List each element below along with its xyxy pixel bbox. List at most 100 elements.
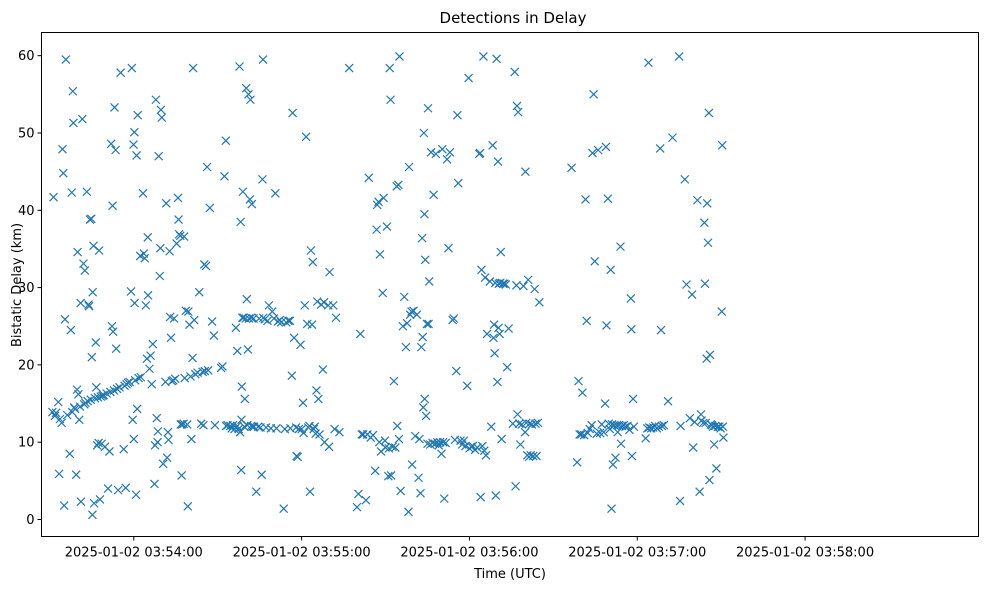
x-tick-label: 2025-01-02 03:56:00 xyxy=(400,546,538,561)
data-point xyxy=(153,426,163,436)
data-point xyxy=(108,201,117,211)
data-point xyxy=(188,353,197,363)
data-point xyxy=(504,324,514,333)
y-tick-label: 60 xyxy=(18,49,35,64)
data-point xyxy=(606,265,616,275)
data-point xyxy=(578,388,587,398)
data-point xyxy=(581,195,590,204)
data-point xyxy=(105,447,114,456)
data-point xyxy=(115,382,124,392)
data-point xyxy=(374,197,383,207)
data-point xyxy=(602,321,611,330)
data-point xyxy=(441,438,451,448)
data-point xyxy=(492,377,502,387)
data-point xyxy=(416,488,425,498)
data-point xyxy=(420,255,430,265)
data-point xyxy=(386,471,396,480)
data-point xyxy=(383,471,393,481)
data-point xyxy=(364,173,374,183)
data-point xyxy=(674,52,684,61)
data-point xyxy=(166,333,176,343)
data-point xyxy=(113,485,123,495)
y-tick-label: 10 xyxy=(18,436,35,451)
data-point xyxy=(353,489,363,499)
data-point xyxy=(126,287,136,296)
plot-area xyxy=(41,32,979,537)
data-point xyxy=(659,420,669,430)
data-point xyxy=(279,504,289,514)
data-point xyxy=(386,95,395,105)
data-point xyxy=(437,144,447,154)
data-point xyxy=(695,487,705,497)
data-point xyxy=(186,434,196,444)
data-point xyxy=(76,497,86,507)
data-point xyxy=(486,422,496,432)
data-point xyxy=(300,300,310,310)
x-tick-label: 2025-01-02 03:57:00 xyxy=(568,546,706,561)
data-point xyxy=(701,418,711,428)
data-point xyxy=(608,460,618,470)
data-point xyxy=(298,398,308,408)
data-point xyxy=(663,396,673,406)
data-point xyxy=(143,232,153,242)
data-point xyxy=(361,495,371,505)
data-point xyxy=(145,364,154,374)
data-point xyxy=(132,150,142,160)
data-point xyxy=(285,316,295,326)
data-point xyxy=(489,320,499,330)
data-point xyxy=(705,350,715,360)
data-point xyxy=(472,443,482,453)
data-point xyxy=(65,449,75,459)
data-point xyxy=(67,188,77,197)
data-point xyxy=(231,323,241,333)
data-point xyxy=(246,313,256,323)
data-point xyxy=(61,55,71,64)
data-point xyxy=(394,434,404,444)
data-point xyxy=(587,420,597,430)
data-point xyxy=(493,157,503,167)
data-point xyxy=(451,366,461,376)
data-point xyxy=(108,327,118,337)
data-point xyxy=(68,118,78,128)
data-point xyxy=(533,418,543,428)
data-point xyxy=(57,418,67,428)
data-point xyxy=(498,279,508,289)
data-point xyxy=(155,243,165,253)
data-point xyxy=(75,402,85,412)
data-point xyxy=(241,83,251,93)
data-point xyxy=(328,300,338,310)
data-point xyxy=(370,466,380,476)
data-point xyxy=(528,451,538,461)
data-point xyxy=(600,399,610,408)
data-point xyxy=(183,307,193,316)
data-point xyxy=(444,243,453,253)
data-point xyxy=(272,423,281,433)
x-tick-label: 2025-01-02 03:54:00 xyxy=(65,546,203,561)
data-point xyxy=(70,404,80,414)
data-point xyxy=(94,438,103,448)
data-point xyxy=(512,280,521,290)
data-point xyxy=(644,423,654,432)
data-point xyxy=(412,310,422,320)
data-point xyxy=(131,490,141,500)
data-point xyxy=(485,276,495,286)
data-point xyxy=(431,149,441,159)
data-point xyxy=(154,151,164,161)
data-point xyxy=(182,419,192,429)
data-point xyxy=(96,392,106,402)
data-point xyxy=(129,434,139,444)
data-point xyxy=(700,279,710,289)
data-point xyxy=(655,144,665,153)
data-point xyxy=(417,233,427,243)
data-point xyxy=(54,469,64,479)
data-point xyxy=(390,443,400,453)
data-point xyxy=(599,427,609,437)
data-point xyxy=(324,442,334,452)
data-point xyxy=(572,457,582,467)
data-point xyxy=(378,288,388,298)
data-point xyxy=(393,180,403,190)
data-point xyxy=(88,287,98,297)
data-point xyxy=(421,411,431,421)
data-point xyxy=(590,256,600,266)
data-point xyxy=(132,404,142,414)
